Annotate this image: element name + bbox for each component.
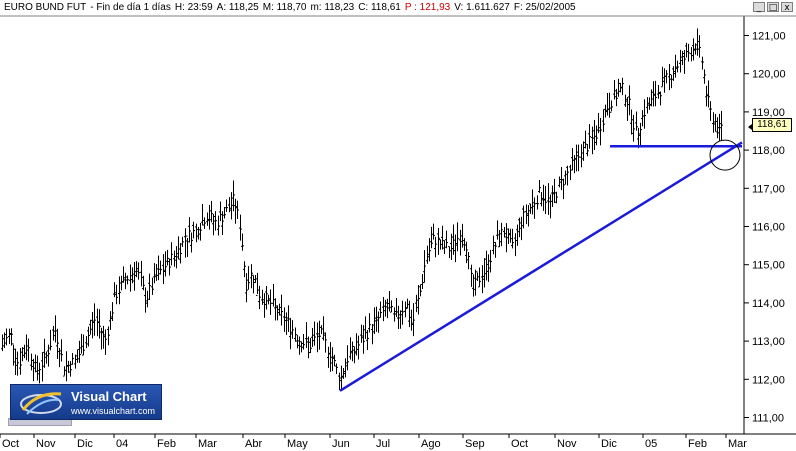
- x-tick-label: Dic: [77, 438, 93, 450]
- trendlines: [339, 124, 752, 392]
- highlight-circle: [709, 139, 741, 171]
- logo-url: www.visualchart.com: [71, 406, 156, 416]
- x-tick-label: Mar: [728, 438, 747, 450]
- instrument-name: EURO BUND FUT: [4, 2, 87, 13]
- minimize-button[interactable]: _: [753, 2, 765, 13]
- uptrend-line[interactable]: [339, 141, 743, 392]
- x-tick-label: Feb: [688, 438, 707, 450]
- close-value: C: 118,61: [358, 2, 401, 13]
- y-tick-label: 114,00: [752, 298, 785, 310]
- y-tick-label: 112,00: [752, 374, 785, 386]
- y-axis-ticks: 121,00 120,00 119,00 118,00 117,00 116,00 115,…: [744, 31, 786, 425]
- x-tick-label: May: [287, 438, 308, 450]
- x-tick-label: 05: [645, 438, 657, 450]
- y-tick-label: 120,00: [752, 69, 786, 81]
- x-tick-label: Sep: [465, 438, 485, 450]
- header-time: H: 23:59: [174, 2, 213, 13]
- last-price-tag: 118,61: [752, 118, 792, 132]
- y-tick-label: 116,00: [752, 222, 785, 234]
- x-tick-label: Mar: [198, 438, 217, 450]
- x-tick-label: Feb: [157, 438, 176, 450]
- y-tick-label: 118,00: [752, 145, 785, 157]
- x-axis-labels: Oct Nov Dic 04 Feb Mar Abr May Jun Jul Ago Sep Oct No…: [0, 434, 747, 450]
- y-tick-label: 111,00: [752, 413, 784, 425]
- date-value: F: 25/02/2005: [513, 2, 576, 13]
- visual-chart-logo: Visual Chart www.visualchart.com: [10, 384, 162, 420]
- y-tick-label: 113,00: [752, 336, 785, 348]
- volume-value: V: 1.611.627: [454, 2, 510, 13]
- x-tick-label: Nov: [557, 438, 577, 450]
- y-tick-label: 119,00: [752, 107, 785, 119]
- x-tick-label: Oct: [2, 438, 19, 450]
- x-tick-label: Jul: [376, 438, 390, 450]
- logo-swoosh-icon: [20, 392, 62, 415]
- y-tick-label: 117,00: [752, 183, 785, 195]
- x-tick-label: Jun: [332, 438, 350, 450]
- low-value: m: 118,23: [310, 2, 355, 13]
- logo-title: Visual Chart: [71, 389, 147, 404]
- x-tick-label: Ago: [421, 438, 441, 450]
- x-tick-label: Abr: [245, 438, 262, 450]
- chart-header: EURO BUND FUT - Fin de día 1 días H: 23:59…: [4, 2, 580, 14]
- x-tick-label: 04: [116, 438, 128, 450]
- x-tick-label: Dic: [601, 438, 617, 450]
- x-tick-label: Nov: [36, 438, 56, 450]
- y-tick-label: 115,00: [752, 260, 785, 272]
- open-value: A: 118,25: [216, 2, 259, 13]
- period-label: - Fin de día 1 días: [90, 2, 171, 13]
- x-tick-label: Oct: [511, 438, 528, 450]
- price-marker-icon: [748, 124, 752, 130]
- y-tick-label: 121,00: [752, 31, 786, 43]
- ohlc-bars: [1, 28, 723, 391]
- max-price-value: P : 121,93: [404, 2, 451, 13]
- close-button[interactable]: x: [781, 2, 793, 13]
- maximize-button[interactable]: □: [767, 2, 779, 13]
- high-value: M: 118,70: [262, 2, 307, 13]
- window-controls: _ □ x: [753, 2, 793, 13]
